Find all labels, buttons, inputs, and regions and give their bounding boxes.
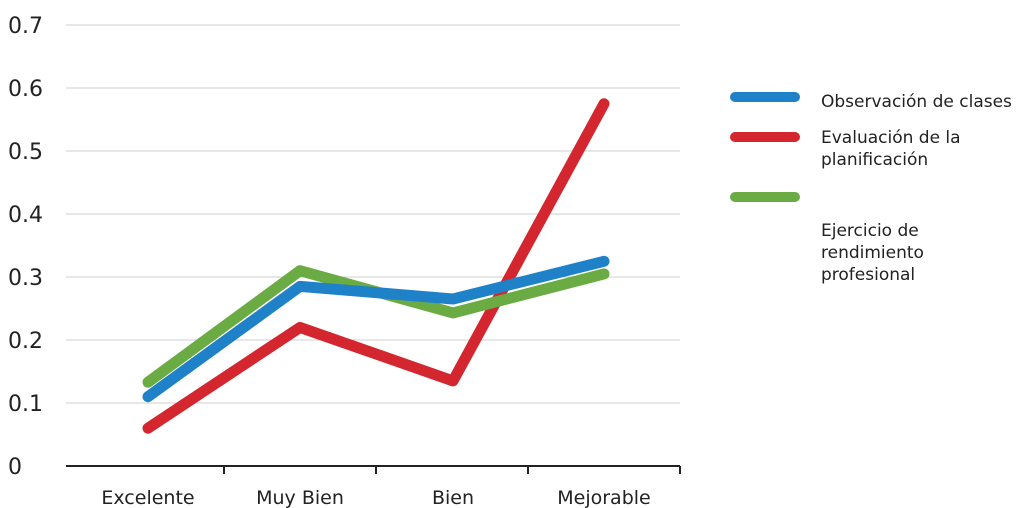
- legend-label-planificacion: Evaluación de la planificación: [821, 128, 961, 170]
- y-tick-label: 0.2: [8, 329, 43, 354]
- x-tick-label: Bien: [432, 487, 474, 508]
- legend-label-observacion: Observación de clases: [821, 92, 1012, 112]
- y-tick-label: 0.1: [8, 392, 43, 417]
- legend-swatch-rendimiento: [730, 192, 800, 202]
- legend-label-rendimiento: Ejercicio de rendimiento profesional: [821, 221, 924, 285]
- y-tick-label: 0.7: [8, 14, 43, 39]
- x-tick-label: Muy Bien: [256, 487, 344, 508]
- series-line-0: [142, 255, 610, 403]
- y-tick-label: 0.4: [8, 203, 43, 228]
- x-tick-label: Mejorable: [557, 487, 650, 508]
- y-tick-label: 0.5: [8, 140, 43, 165]
- gridlines: [66, 24, 680, 404]
- y-axis-tick-labels: 0 0.1 0.2 0.3 0.4 0.5 0.6 0.7: [8, 14, 43, 480]
- legend-swatch-planificacion: [730, 132, 800, 142]
- y-tick-label: 0.3: [8, 266, 43, 291]
- series-line-1: [142, 98, 610, 434]
- legend-swatch-observacion: [730, 92, 800, 102]
- y-tick-label: 0: [8, 455, 22, 480]
- series-lines: [142, 98, 610, 434]
- line-chart: 0 0.1 0.2 0.3 0.4 0.5 0.6 0.7 Excelente Muy Bien…: [8, 14, 681, 508]
- x-tick-label: Excelente: [101, 487, 194, 508]
- x-axis: Excelente Muy Bien Bien Mejorable: [66, 465, 681, 508]
- y-tick-label: 0.6: [8, 77, 43, 102]
